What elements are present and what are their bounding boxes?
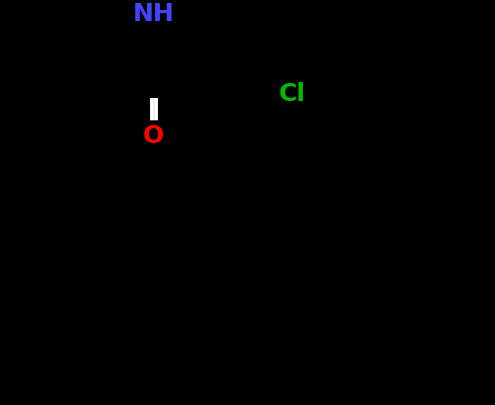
Text: NH: NH (133, 2, 175, 26)
Text: Cl: Cl (279, 82, 306, 106)
Text: O: O (143, 124, 164, 147)
